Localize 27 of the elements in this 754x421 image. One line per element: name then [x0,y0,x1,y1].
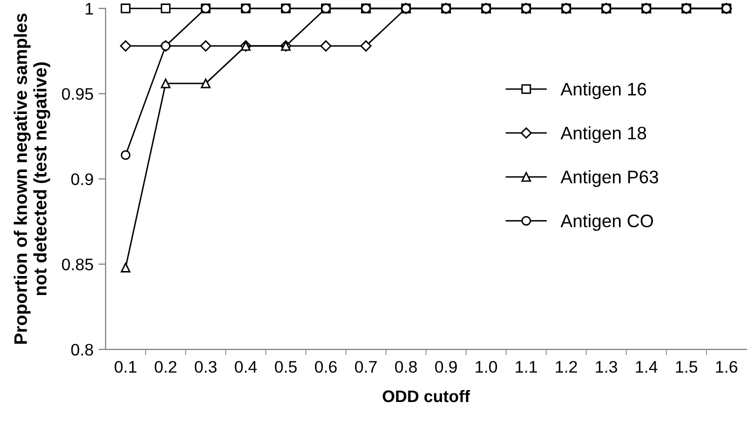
y-tick-label: 1 [86,2,93,14]
y-tick-label: 0.9 [71,173,93,186]
x-tick-label: 0.9 [435,360,457,373]
legend-label: Antigen 16 [560,82,646,100]
x-tick-label: 1.1 [516,361,537,373]
x-tick-label: 0.5 [274,360,297,373]
x-tick-label: 0.2 [154,360,176,373]
x-tick-label: 0.4 [234,360,257,373]
legend-label: Antigen 18 [560,126,646,144]
x-tick-label: 0.7 [354,360,377,373]
x-tick-label: 0.3 [194,360,217,373]
x-tick-label: 1.6 [716,360,738,373]
legend-label: Antigen CO [560,214,653,231]
x-tick-label: 0.1 [114,360,136,373]
y-tick-label: 0.8 [71,344,94,356]
x-tick-label: 0.6 [314,360,337,373]
y-tick-label: 0.85 [62,258,94,270]
y-axis-title: Proportion of known negative samples not detected (test negative) [14,14,50,344]
x-tick-label: 1.5 [676,361,698,373]
legend-label: Antigen P63 [560,170,658,187]
x-tick-label: 1.0 [476,360,498,373]
x-tick-label: 1.4 [636,361,658,373]
y-tick-label: 0.95 [62,88,94,100]
x-tick-label: 1.2 [556,360,577,373]
x-axis-title: ODD cutoff [382,390,470,402]
x-tick-label: 0.8 [395,360,417,373]
x-tick-label: 1.3 [596,360,618,373]
